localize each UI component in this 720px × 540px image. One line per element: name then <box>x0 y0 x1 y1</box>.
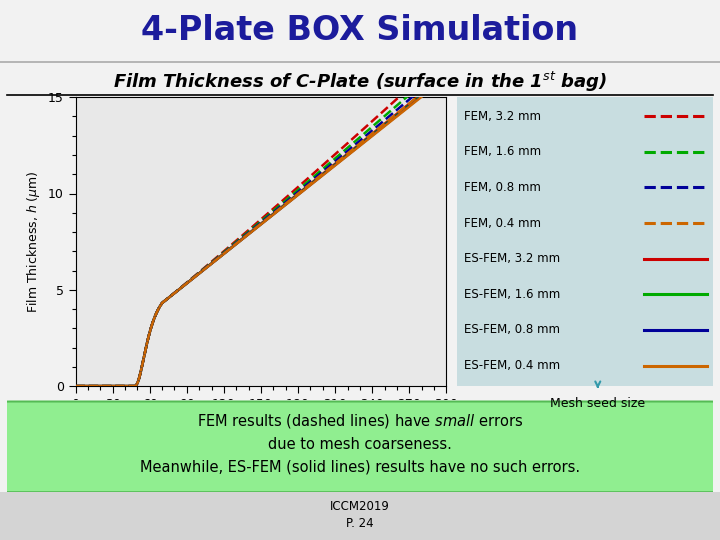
Text: FEM, 1.6 mm: FEM, 1.6 mm <box>464 145 541 158</box>
Text: ES-FEM, 3.2 mm: ES-FEM, 3.2 mm <box>464 252 561 265</box>
Text: FEM, 0.4 mm: FEM, 0.4 mm <box>464 217 541 230</box>
FancyBboxPatch shape <box>0 401 720 492</box>
Text: 4-Plate BOX Simulation: 4-Plate BOX Simulation <box>141 14 579 46</box>
Y-axis label: Film Thickness, $h$ ($\mu$m): Film Thickness, $h$ ($\mu$m) <box>25 170 42 313</box>
X-axis label: Time, $t$ (s): Time, $t$ (s) <box>227 416 295 431</box>
Text: FEM results (dashed lines) have $\bf{\mathit{small}}$ errors
due to mesh coarsen: FEM results (dashed lines) have $\bf{\ma… <box>140 412 580 474</box>
Text: ICCM2019
P. 24: ICCM2019 P. 24 <box>330 500 390 530</box>
Text: ES-FEM, 0.8 mm: ES-FEM, 0.8 mm <box>464 323 560 336</box>
Text: FEM, 0.8 mm: FEM, 0.8 mm <box>464 181 541 194</box>
Text: Film Thickness of C-Plate (surface in the 1$^{st}$ bag): Film Thickness of C-Plate (surface in th… <box>113 70 607 94</box>
Text: Mesh seed size: Mesh seed size <box>550 397 645 410</box>
Text: ES-FEM, 0.4 mm: ES-FEM, 0.4 mm <box>464 359 561 372</box>
Text: ES-FEM, 1.6 mm: ES-FEM, 1.6 mm <box>464 288 561 301</box>
Text: FEM, 3.2 mm: FEM, 3.2 mm <box>464 110 541 123</box>
